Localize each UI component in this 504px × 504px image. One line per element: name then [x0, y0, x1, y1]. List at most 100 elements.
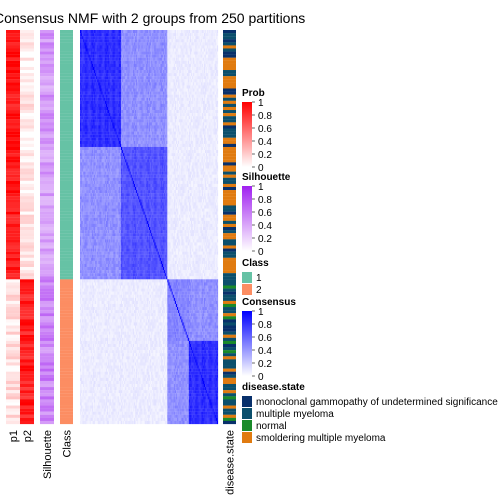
heatmap-cell — [124, 54, 126, 58]
heatmap-cell — [183, 30, 185, 34]
heatmap-cell — [88, 103, 90, 108]
heatmap-cell — [188, 60, 191, 64]
heatmap-cell — [113, 63, 115, 68]
heatmap-cell — [109, 73, 111, 77]
heatmap-cell — [122, 45, 124, 49]
heatmap-cell — [113, 134, 115, 138]
heatmap-cell — [211, 131, 213, 135]
heatmap-cell — [194, 82, 196, 86]
heatmap-cell — [207, 110, 209, 114]
heatmap-cell — [159, 76, 161, 80]
heatmap-cell — [151, 100, 153, 104]
heatmap-cell — [170, 119, 172, 123]
heatmap-cell — [208, 70, 210, 74]
heatmap-cell — [174, 36, 177, 40]
heatmap-cell — [113, 88, 115, 92]
heatmap-cell — [132, 106, 135, 111]
heatmap-cell — [152, 119, 154, 123]
heatmap-cell — [180, 85, 182, 89]
heatmap-cell — [209, 119, 211, 123]
heatmap-cell — [189, 125, 192, 129]
heatmap-cell — [80, 134, 82, 138]
heatmap-cell — [115, 119, 117, 123]
heatmap-cell — [127, 131, 129, 135]
heatmap-cell — [109, 113, 111, 117]
heatmap-cell — [116, 42, 118, 46]
heatmap-cell — [103, 97, 105, 101]
heatmap-cell — [80, 97, 82, 101]
heatmap-cell — [125, 51, 127, 55]
heatmap-cell — [91, 91, 94, 95]
heatmap-cell — [215, 94, 218, 98]
heatmap-cell — [205, 79, 207, 83]
heatmap-cell — [81, 60, 83, 64]
heatmap-cell — [208, 73, 210, 77]
heatmap-cell — [108, 70, 110, 74]
heatmap-cell — [193, 70, 195, 74]
heatmap-cell — [181, 85, 183, 89]
heatmap-cell — [215, 60, 218, 64]
heatmap-cell — [150, 134, 152, 138]
heatmap-cell — [144, 146, 146, 151]
heatmap-cell — [159, 73, 161, 77]
heatmap-cell — [215, 57, 218, 61]
heatmap-cell — [153, 143, 155, 148]
heatmap-cell — [206, 63, 208, 68]
heatmap-cell — [115, 103, 117, 108]
heatmap-cell — [91, 125, 94, 129]
heatmap-cell — [166, 91, 168, 95]
heatmap-cell — [144, 82, 146, 86]
heatmap-cell — [140, 54, 142, 58]
heatmap-cell — [145, 146, 147, 151]
heatmap-cell — [212, 60, 214, 64]
heatmap-cell — [201, 57, 204, 61]
heatmap-cell — [119, 106, 122, 111]
heatmap-cell — [203, 85, 206, 89]
heatmap-cell — [170, 131, 172, 135]
heatmap-cell — [154, 66, 156, 71]
heatmap-cell — [152, 131, 154, 135]
heatmap-cell — [139, 91, 141, 95]
heatmap-cell — [83, 137, 85, 141]
heatmap-cell — [164, 63, 166, 68]
heatmap-cell — [122, 119, 124, 123]
heatmap-cell — [117, 85, 119, 89]
heatmap-cell — [120, 57, 123, 61]
heatmap-cell — [133, 94, 136, 98]
heatmap-cell — [141, 113, 143, 117]
heatmap-cell — [196, 70, 198, 74]
heatmap-cell — [118, 54, 120, 58]
heatmap-cell — [215, 91, 218, 95]
heatmap-cell — [168, 36, 170, 40]
heatmap-cell — [214, 39, 216, 43]
heatmap-cell — [137, 63, 139, 68]
heatmap-cell — [127, 116, 129, 120]
heatmap-cell — [101, 70, 103, 74]
heatmap-cell — [210, 51, 212, 55]
heatmap-cell — [124, 110, 126, 114]
heatmap-cell — [188, 88, 191, 92]
heatmap-cell — [211, 33, 213, 37]
heatmap-cell — [89, 54, 91, 58]
heatmap-cell — [177, 76, 179, 80]
heatmap-cell — [120, 103, 123, 108]
heatmap-cell — [174, 137, 177, 141]
heatmap-cell — [181, 42, 183, 46]
heatmap-cell — [129, 42, 131, 46]
heatmap-cell — [95, 45, 97, 49]
heatmap-cell — [182, 97, 184, 101]
heatmap-cell — [163, 51, 165, 55]
heatmap-cell — [92, 39, 95, 43]
heatmap-cell — [110, 100, 112, 104]
heatmap-cell — [140, 63, 142, 68]
heatmap-cell — [136, 73, 138, 77]
heatmap-cell — [151, 146, 153, 151]
heatmap-cell — [153, 125, 155, 129]
heatmap-cell — [174, 33, 177, 37]
heatmap-cell — [149, 88, 151, 92]
heatmap-cell — [166, 42, 168, 46]
heatmap-cell — [189, 73, 192, 77]
heatmap-cell — [90, 51, 92, 55]
heatmap-cell — [80, 88, 82, 92]
heatmap-cell — [216, 146, 219, 151]
